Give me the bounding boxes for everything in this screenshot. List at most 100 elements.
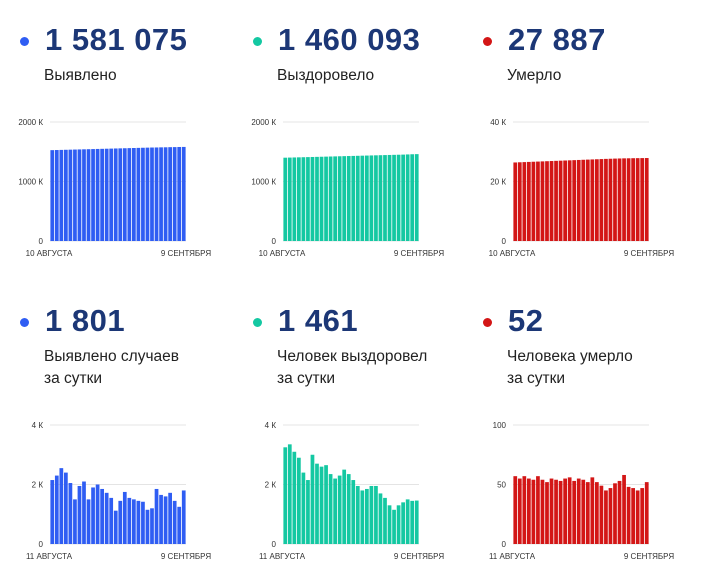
bar [401,154,405,241]
bar [64,472,68,544]
bar [558,480,563,544]
deaths-total-value: 27 887 [508,22,606,57]
bar [351,155,356,241]
bar [572,480,577,544]
bar [631,158,635,241]
bar [73,149,77,241]
bar [522,476,527,544]
bar [163,496,168,544]
confirmed-daily-value: 1 801 [45,303,126,338]
deaths-daily-label: Человека умерло за сутки [507,348,633,387]
bar [563,478,567,544]
bar [369,485,374,544]
bar [122,491,127,544]
bar [604,158,608,241]
bar [549,478,554,544]
y-tick-label: 4 К [32,421,44,430]
bar [527,161,531,241]
bar [527,478,531,544]
bar [599,159,604,241]
bar [608,488,613,544]
y-tick-label: 20 К [490,178,506,187]
bar [315,156,319,241]
bar [310,156,315,241]
y-tick-label: 1000 К [18,178,43,187]
y-tick-label: 0 [272,237,277,246]
bar [545,161,549,241]
bar [159,147,163,241]
panel-deaths-daily: 52 Человека умерло за сутки 100 50 0 11 АВГ… [483,303,703,583]
bar [86,499,91,545]
bar [640,158,645,241]
x-tick-label: 11 АВГУСТА [489,552,536,561]
bar [522,162,527,241]
y-tick-label: 2 К [265,481,277,490]
bar [292,157,297,241]
bar [392,509,396,544]
bar [374,485,378,544]
bar [310,454,315,544]
bar [77,485,82,544]
bar [604,490,608,544]
bar [172,500,177,544]
bar [287,444,292,544]
bar [360,155,365,241]
confirmed-daily-chart: 4 К 2 К 0 11 АВГУСТА 9 СЕНТЯБРЯ [26,421,211,561]
bar [337,156,342,241]
x-tick-label: 10 АВГУСТА [26,249,73,258]
y-tick-label: 4 К [265,421,277,430]
bar [410,154,415,241]
bar [554,160,558,241]
bar [50,150,55,241]
panel-confirmed-total: 1 581 075 Выявлено 2000 К 1000 К 0 10 АВГУС… [18,22,240,302]
bar [154,147,159,241]
bar [177,146,182,241]
bar [644,482,649,544]
bar [351,480,356,544]
x-tick-label: 9 СЕНТЯБРЯ [624,552,674,561]
bar [141,501,145,544]
bar [91,149,95,241]
bar [383,155,387,241]
bar [378,155,383,241]
bar [517,162,522,241]
bar [545,482,549,544]
bar [127,497,132,544]
bar [617,480,622,544]
bar [631,488,635,544]
recovered-total-label: Выздоровело [277,67,375,84]
bar [396,505,401,544]
bar [585,482,590,544]
x-tick-label: 11 АВГУСТА [26,552,73,561]
bar [342,469,347,545]
blue-dot-icon [20,36,29,46]
deaths-daily-value: 52 [508,303,544,338]
recovered-total-chart: 2000 К 1000 К 0 10 АВГУСТА 9 СЕНТЯБРЯ [251,118,444,258]
recovered-daily-value: 1 461 [278,303,359,338]
recovered-daily-chart: 4 К 2 К 0 11 АВГУСТА 9 СЕНТЯБРЯ [259,421,444,561]
x-tick-label: 9 СЕНТЯБРЯ [394,552,444,561]
bar [540,161,545,241]
bar [50,480,55,544]
x-tick-label: 9 СЕНТЯБРЯ [161,552,211,561]
bar [590,477,595,544]
bar [613,158,617,241]
bar [563,160,567,241]
bar [517,478,522,544]
headline: 1 461 [253,303,358,339]
bar [297,457,301,544]
bar [414,154,419,241]
bar [168,147,172,241]
bar [328,474,333,544]
bar [558,160,563,241]
bar [154,488,159,544]
y-tick-label: 0 [502,540,507,549]
bar [531,161,536,241]
panel-deaths-total: 27 887 Умерло 40 К 20 К 0 10 АВГУСТА 9 СЕНТЯ… [483,22,703,302]
bar [365,155,369,241]
blue-dot-icon [20,317,29,327]
confirmed-total-chart: 2000 К 1000 К 0 10 АВГУСТА 9 СЕНТЯБРЯ [18,118,211,258]
red-dot-icon [483,36,492,46]
bar [319,156,324,241]
bar [181,490,186,544]
